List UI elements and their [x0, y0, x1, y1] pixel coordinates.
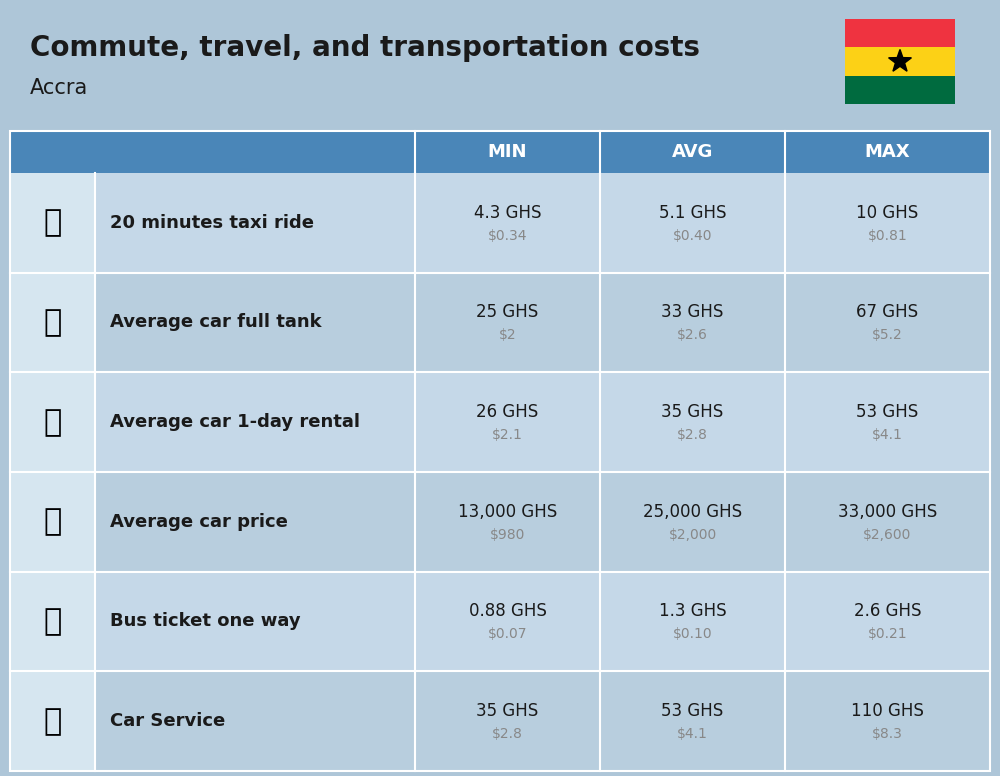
Polygon shape — [889, 50, 911, 71]
FancyBboxPatch shape — [10, 671, 990, 771]
FancyBboxPatch shape — [845, 19, 955, 47]
Text: $0.10: $0.10 — [673, 628, 712, 642]
Text: AVG: AVG — [672, 143, 713, 161]
Text: $8.3: $8.3 — [872, 727, 903, 741]
Text: Commute, travel, and transportation costs: Commute, travel, and transportation cost… — [30, 34, 700, 62]
FancyBboxPatch shape — [10, 173, 990, 272]
Text: $2.1: $2.1 — [492, 428, 523, 442]
Text: 2.6 GHS: 2.6 GHS — [854, 602, 921, 621]
Text: 13,000 GHS: 13,000 GHS — [458, 503, 557, 521]
FancyBboxPatch shape — [10, 272, 95, 372]
Text: Accra: Accra — [30, 78, 88, 98]
Text: $980: $980 — [490, 528, 525, 542]
Text: ⛽: ⛽ — [43, 308, 62, 337]
Text: 35 GHS: 35 GHS — [476, 702, 539, 720]
FancyBboxPatch shape — [10, 472, 95, 572]
Text: 5.1 GHS: 5.1 GHS — [659, 204, 726, 222]
Text: 26 GHS: 26 GHS — [476, 404, 539, 421]
FancyBboxPatch shape — [10, 173, 95, 272]
Text: Average car full tank: Average car full tank — [110, 314, 322, 331]
Text: Average car price: Average car price — [110, 513, 288, 531]
Text: 53 GHS: 53 GHS — [856, 404, 919, 421]
FancyBboxPatch shape — [10, 372, 990, 472]
Text: $2: $2 — [499, 328, 516, 342]
Text: 25 GHS: 25 GHS — [476, 303, 539, 321]
Text: 🚗: 🚗 — [43, 508, 62, 536]
Text: $0.07: $0.07 — [488, 628, 527, 642]
Text: 35 GHS: 35 GHS — [661, 404, 724, 421]
Text: $2,600: $2,600 — [863, 528, 912, 542]
FancyBboxPatch shape — [10, 472, 990, 572]
Text: 20 minutes taxi ride: 20 minutes taxi ride — [110, 214, 314, 232]
Text: $2.6: $2.6 — [677, 328, 708, 342]
Text: 1.3 GHS: 1.3 GHS — [659, 602, 726, 621]
Text: $0.40: $0.40 — [673, 229, 712, 243]
Text: 🚕: 🚕 — [43, 208, 62, 237]
Text: 110 GHS: 110 GHS — [851, 702, 924, 720]
Text: $2.8: $2.8 — [677, 428, 708, 442]
Text: 10 GHS: 10 GHS — [856, 204, 919, 222]
Text: Car Service: Car Service — [110, 712, 225, 730]
Text: Bus ticket one way: Bus ticket one way — [110, 612, 301, 630]
FancyBboxPatch shape — [10, 572, 95, 671]
Text: 33,000 GHS: 33,000 GHS — [838, 503, 937, 521]
FancyBboxPatch shape — [10, 572, 990, 671]
FancyBboxPatch shape — [10, 372, 95, 472]
Text: $2,000: $2,000 — [668, 528, 717, 542]
Text: $0.34: $0.34 — [488, 229, 527, 243]
Text: 67 GHS: 67 GHS — [856, 303, 919, 321]
FancyBboxPatch shape — [845, 76, 955, 104]
Text: 0.88 GHS: 0.88 GHS — [469, 602, 546, 621]
Text: $4.1: $4.1 — [677, 727, 708, 741]
Text: $5.2: $5.2 — [872, 328, 903, 342]
Text: $0.21: $0.21 — [868, 628, 907, 642]
FancyBboxPatch shape — [10, 272, 990, 372]
Text: 53 GHS: 53 GHS — [661, 702, 724, 720]
Text: 4.3 GHS: 4.3 GHS — [474, 204, 541, 222]
Text: $0.81: $0.81 — [868, 229, 907, 243]
FancyBboxPatch shape — [845, 47, 955, 76]
FancyBboxPatch shape — [10, 671, 95, 771]
Text: 25,000 GHS: 25,000 GHS — [643, 503, 742, 521]
Text: MIN: MIN — [488, 143, 527, 161]
Text: Average car 1-day rental: Average car 1-day rental — [110, 413, 360, 431]
Text: 🚌: 🚌 — [43, 607, 62, 636]
FancyBboxPatch shape — [10, 131, 990, 173]
Text: 🚙: 🚙 — [43, 407, 62, 437]
Text: $4.1: $4.1 — [872, 428, 903, 442]
Text: 33 GHS: 33 GHS — [661, 303, 724, 321]
Text: MAX: MAX — [865, 143, 910, 161]
Text: $2.8: $2.8 — [492, 727, 523, 741]
Text: 🚗: 🚗 — [43, 707, 62, 736]
